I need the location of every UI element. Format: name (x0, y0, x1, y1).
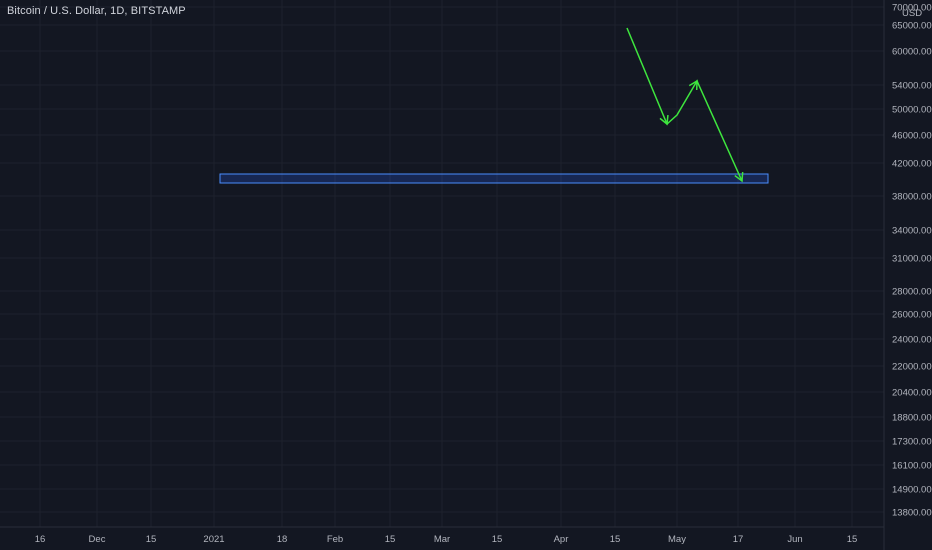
price-unit-label: USD (902, 8, 922, 19)
price-tick-label: 26000.00 (892, 310, 932, 321)
price-tick-label: 18800.00 (892, 413, 932, 424)
price-tick-label: 54000.00 (892, 81, 932, 92)
price-tick-label: 46000.00 (892, 131, 932, 142)
price-tick-label: 38000.00 (892, 192, 932, 203)
time-tick-label: 15 (385, 534, 396, 545)
price-tick-label: 17300.00 (892, 437, 932, 448)
price-tick-label: 22000.00 (892, 362, 932, 373)
grid-lines (0, 0, 884, 527)
price-tick-label: 20400.00 (892, 388, 932, 399)
price-tick-label: 24000.00 (892, 335, 932, 346)
arrow-head-icon (688, 79, 698, 91)
time-tick-label: 15 (492, 534, 503, 545)
time-tick-label: May (668, 534, 686, 545)
price-tick-label: 28000.00 (892, 287, 932, 298)
time-tick-label: 2021 (203, 534, 224, 545)
time-tick-label: Jun (787, 534, 802, 545)
time-tick-label: Mar (434, 534, 450, 545)
price-tick-label: 31000.00 (892, 254, 932, 265)
time-axis[interactable]: 16 Dec 15 2021 18 Feb 15 Mar 15 Apr 15 May 17 Jun 15 (0, 526, 884, 545)
arrow-head-icon (659, 114, 669, 126)
time-tick-label: 15 (146, 534, 157, 545)
time-tick-label: 17 (733, 534, 744, 545)
symbol-title: Bitcoin / U.S. Dollar, 1D, BITSTAMP (7, 5, 186, 17)
price-tick-label: 50000.00 (892, 105, 932, 116)
time-tick-label: 16 (35, 534, 46, 545)
time-tick-label: Feb (327, 534, 343, 545)
price-tick-label: 65000.00 (892, 21, 932, 32)
price-axis[interactable]: 70000.00 65000.00 60000.00 54000.00 50000.00… (883, 0, 932, 550)
price-tick-label: 60000.00 (892, 47, 932, 58)
projection-path[interactable] (626, 27, 743, 182)
price-tick-label: 34000.00 (892, 226, 932, 237)
time-tick-label: 15 (610, 534, 621, 545)
time-tick-label: Apr (554, 534, 569, 545)
time-tick-label: Dec (89, 534, 106, 545)
price-tick-label: 42000.00 (892, 159, 932, 170)
time-tick-label: 18 (277, 534, 288, 545)
price-tick-label: 16100.00 (892, 461, 932, 472)
support-zone-box[interactable] (219, 173, 769, 184)
time-tick-label: 15 (847, 534, 858, 545)
arrow-head-icon (734, 171, 744, 183)
price-tick-label: 70000.00 (892, 3, 932, 14)
drawing-overlays[interactable] (0, 0, 884, 184)
price-tick-label: 14900.00 (892, 485, 932, 496)
price-tick-label: 13800.00 (892, 508, 932, 519)
